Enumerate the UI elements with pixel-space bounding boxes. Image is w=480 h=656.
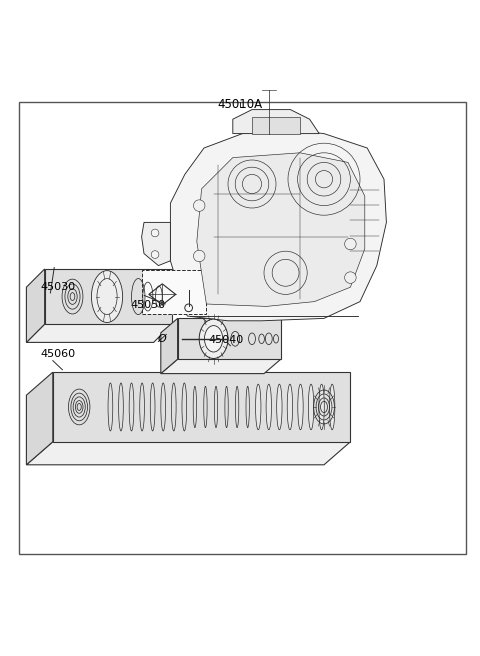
Ellipse shape [140, 383, 144, 431]
Ellipse shape [298, 384, 303, 430]
Polygon shape [26, 324, 172, 342]
Ellipse shape [150, 383, 155, 431]
Ellipse shape [171, 383, 176, 431]
Text: 45010A: 45010A [217, 98, 263, 112]
Circle shape [193, 250, 205, 262]
Ellipse shape [119, 383, 123, 431]
Polygon shape [170, 129, 386, 321]
Text: Ø: Ø [158, 333, 167, 344]
Text: 45030: 45030 [41, 282, 76, 292]
Ellipse shape [319, 384, 324, 430]
Text: 45050: 45050 [131, 300, 166, 310]
Ellipse shape [255, 384, 261, 430]
Polygon shape [252, 117, 300, 134]
Ellipse shape [329, 384, 335, 430]
Ellipse shape [287, 384, 293, 430]
Circle shape [345, 272, 356, 283]
Circle shape [345, 238, 356, 250]
Polygon shape [45, 269, 172, 324]
Ellipse shape [161, 383, 166, 431]
Polygon shape [161, 318, 178, 374]
Ellipse shape [266, 384, 272, 430]
Bar [142, 270, 206, 314]
Polygon shape [26, 441, 350, 465]
Polygon shape [197, 153, 365, 306]
Circle shape [151, 229, 159, 237]
Ellipse shape [182, 383, 187, 431]
Ellipse shape [276, 384, 282, 430]
Ellipse shape [204, 325, 223, 352]
Polygon shape [161, 359, 281, 374]
Ellipse shape [108, 383, 113, 431]
Ellipse shape [308, 384, 314, 430]
Circle shape [193, 200, 205, 211]
Ellipse shape [91, 271, 123, 323]
Ellipse shape [129, 383, 134, 431]
Polygon shape [233, 110, 319, 134]
Text: 45060: 45060 [41, 349, 76, 359]
Polygon shape [142, 222, 170, 266]
Polygon shape [53, 372, 350, 441]
Ellipse shape [199, 319, 228, 358]
Circle shape [151, 251, 159, 258]
Polygon shape [26, 269, 45, 342]
Polygon shape [178, 318, 281, 359]
Polygon shape [26, 372, 53, 465]
Text: 45040: 45040 [209, 335, 244, 345]
